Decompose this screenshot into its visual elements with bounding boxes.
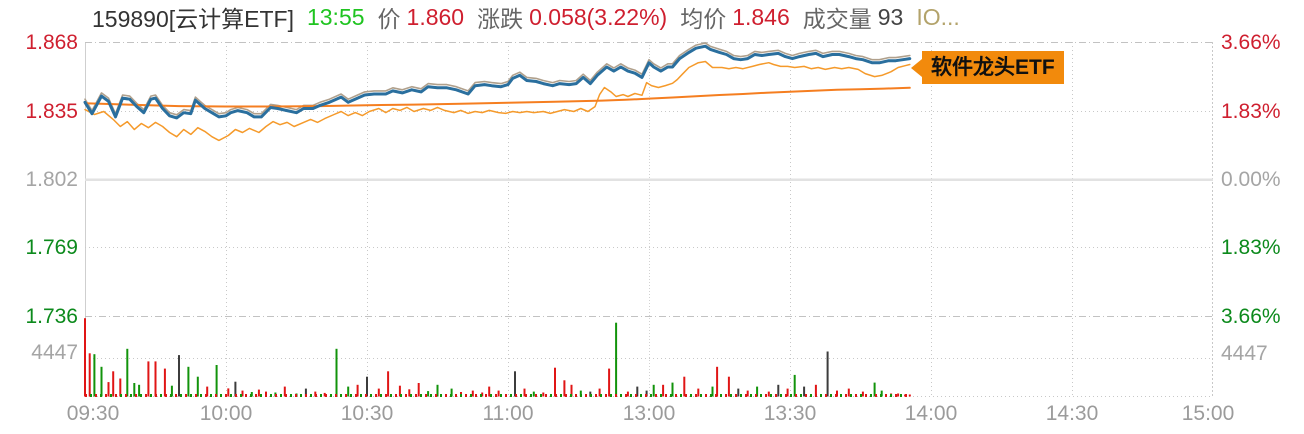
volume-tick: 4447: [31, 341, 78, 364]
price-tick: 1.769: [25, 236, 78, 259]
symbol-title: 159890[云计算ETF]: [92, 6, 294, 32]
avg-label: 均价: [680, 6, 727, 32]
change-value: 0.058(3.22%): [529, 3, 668, 30]
pct-tick: 3.66%: [1221, 305, 1281, 328]
volume-tick: 4447: [1221, 342, 1268, 365]
time-tick: 09:30: [66, 402, 120, 425]
volume-value: 93: [877, 3, 904, 30]
price-tick: 1.868: [25, 31, 78, 54]
change-label: 涨跌: [477, 6, 524, 32]
pct-tick: 0.00%: [1221, 168, 1281, 191]
pct-tick: 1.83%: [1221, 100, 1281, 123]
time-tick: 13:00: [622, 402, 676, 425]
price-label: 价: [377, 6, 401, 32]
quote-header: 159890[云计算ETF] 13:55 价 1.860 涨跌 0.058(3.…: [92, 1, 973, 33]
price-tick: 1.835: [25, 100, 78, 123]
time-tick: 10:00: [199, 402, 253, 425]
time-tick: 15:00: [1181, 402, 1235, 425]
time-tick: 11:00: [482, 402, 534, 425]
price-tick: 1.736: [25, 305, 78, 328]
overlay-tag[interactable]: 软件龙头ETF: [911, 51, 1064, 84]
price-tick: 1.802: [25, 168, 78, 191]
quote-time: 13:55: [306, 3, 365, 30]
price-value: 1.860: [406, 3, 465, 30]
volume-bars: [84, 318, 911, 397]
pct-tick: 3.66%: [1221, 31, 1281, 54]
chart-plot-area[interactable]: [85, 42, 1213, 397]
time-tick: 14:30: [1045, 402, 1099, 425]
time-tick: 13:30: [763, 402, 817, 425]
price-line: [83, 44, 912, 120]
volume-label: 成交量: [802, 6, 872, 32]
time-tick: 10:30: [340, 402, 394, 425]
iopv-label: IO...: [916, 3, 960, 30]
time-tick: 14:00: [904, 402, 958, 425]
pct-tick: 1.83%: [1221, 236, 1281, 259]
compare-line: [84, 60, 911, 142]
avg-value: 1.846: [732, 3, 790, 30]
minute-volume-baseline: [85, 394, 909, 397]
